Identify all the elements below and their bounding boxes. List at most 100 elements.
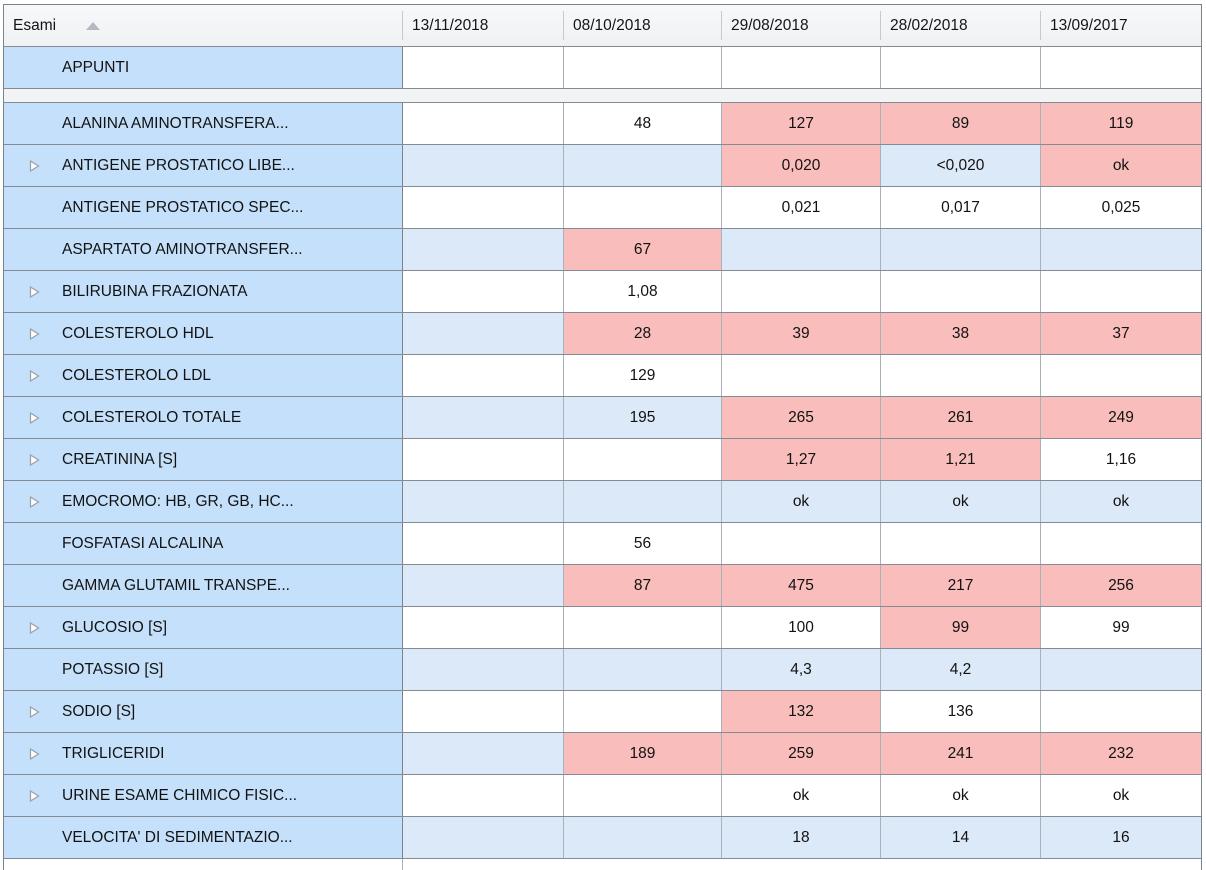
result-cell-abnormal[interactable]: 475 <box>722 565 881 606</box>
exam-name-cell[interactable]: TRIGLICERIDI <box>4 733 403 774</box>
expander-icon[interactable] <box>29 327 40 340</box>
result-cell[interactable] <box>403 145 564 186</box>
result-cell[interactable]: ok <box>881 775 1041 816</box>
result-cell[interactable]: <0,020 <box>881 145 1041 186</box>
result-cell[interactable] <box>564 691 722 732</box>
result-cell[interactable] <box>722 229 881 270</box>
result-cell[interactable] <box>881 523 1041 564</box>
result-cell[interactable]: 136 <box>881 691 1041 732</box>
result-cell[interactable]: 4,3 <box>722 649 881 690</box>
result-cell[interactable]: ok <box>722 775 881 816</box>
result-cell-abnormal[interactable]: 87 <box>564 565 722 606</box>
result-cell[interactable] <box>403 103 564 144</box>
result-cell[interactable] <box>564 607 722 648</box>
result-cell[interactable] <box>403 607 564 648</box>
result-cell[interactable] <box>564 145 722 186</box>
expander-icon[interactable] <box>29 747 40 760</box>
result-cell[interactable]: 1,16 <box>1041 439 1201 480</box>
date-column-header[interactable]: 08/10/2018 <box>564 5 722 46</box>
result-cell[interactable]: ok <box>722 481 881 522</box>
result-cell[interactable] <box>564 439 722 480</box>
result-cell[interactable] <box>1041 229 1201 270</box>
result-cell[interactable] <box>1041 47 1201 88</box>
expander-icon[interactable] <box>29 705 40 718</box>
result-cell[interactable] <box>403 523 564 564</box>
exam-name-cell[interactable]: COLESTEROLO LDL <box>4 355 403 396</box>
result-cell[interactable]: 1,08 <box>564 271 722 312</box>
result-cell[interactable] <box>403 355 564 396</box>
result-cell-abnormal[interactable]: 261 <box>881 397 1041 438</box>
result-cell[interactable]: 129 <box>564 355 722 396</box>
result-cell[interactable] <box>1041 355 1201 396</box>
result-cell-abnormal[interactable]: 119 <box>1041 103 1201 144</box>
exam-name-cell[interactable]: ALANINA AMINOTRANSFERA... <box>4 103 403 144</box>
exam-name-cell[interactable]: COLESTEROLO HDL <box>4 313 403 354</box>
result-cell[interactable]: ok <box>1041 481 1201 522</box>
result-cell[interactable] <box>403 271 564 312</box>
result-cell[interactable]: 100 <box>722 607 881 648</box>
result-cell[interactable] <box>564 817 722 858</box>
result-cell[interactable] <box>881 355 1041 396</box>
result-cell[interactable] <box>564 187 722 228</box>
result-cell-abnormal[interactable]: 67 <box>564 229 722 270</box>
result-cell[interactable] <box>564 47 722 88</box>
result-cell-abnormal[interactable]: 38 <box>881 313 1041 354</box>
result-cell[interactable] <box>403 481 564 522</box>
result-cell-abnormal[interactable]: 37 <box>1041 313 1201 354</box>
result-cell[interactable] <box>722 271 881 312</box>
result-cell-abnormal[interactable]: 132 <box>722 691 881 732</box>
exam-name-cell[interactable]: CREATININA [S] <box>4 439 403 480</box>
result-cell[interactable]: 4,2 <box>881 649 1041 690</box>
result-cell[interactable] <box>403 733 564 774</box>
result-cell[interactable]: 0,025 <box>1041 187 1201 228</box>
result-cell[interactable]: ok <box>881 481 1041 522</box>
result-cell[interactable]: 0,021 <box>722 187 881 228</box>
exam-name-cell[interactable]: FOSFATASI ALCALINA <box>4 523 403 564</box>
result-cell[interactable] <box>403 691 564 732</box>
expander-icon[interactable] <box>29 369 40 382</box>
result-cell[interactable] <box>564 481 722 522</box>
result-cell[interactable] <box>403 565 564 606</box>
result-cell-abnormal[interactable]: 256 <box>1041 565 1201 606</box>
result-cell-abnormal[interactable]: 28 <box>564 313 722 354</box>
exam-name-cell[interactable]: COLESTEROLO TOTALE <box>4 397 403 438</box>
exam-name-cell[interactable]: URINE ESAME CHIMICO FISIC... <box>4 775 403 816</box>
result-cell[interactable]: 14 <box>881 817 1041 858</box>
result-cell[interactable] <box>881 271 1041 312</box>
result-cell-abnormal[interactable]: 99 <box>881 607 1041 648</box>
result-cell[interactable] <box>403 439 564 480</box>
result-cell-abnormal[interactable]: 232 <box>1041 733 1201 774</box>
expander-icon[interactable] <box>29 285 40 298</box>
result-cell[interactable] <box>1041 523 1201 564</box>
expander-icon[interactable] <box>29 411 40 424</box>
result-cell[interactable] <box>564 649 722 690</box>
exam-name-cell[interactable]: ANTIGENE PROSTATICO LIBE... <box>4 145 403 186</box>
expander-icon[interactable] <box>29 789 40 802</box>
date-column-header[interactable]: 29/08/2018 <box>722 5 881 46</box>
result-cell-abnormal[interactable]: 0,020 <box>722 145 881 186</box>
result-cell[interactable]: ok <box>1041 775 1201 816</box>
result-cell-abnormal[interactable]: 265 <box>722 397 881 438</box>
exam-name-cell[interactable]: GAMMA GLUTAMIL TRANSPE... <box>4 565 403 606</box>
result-cell[interactable] <box>1041 691 1201 732</box>
exam-name-cell[interactable]: VELOCITA' DI SEDIMENTAZIO... <box>4 817 403 858</box>
result-cell[interactable] <box>1041 271 1201 312</box>
exam-name-cell[interactable]: SODIO [S] <box>4 691 403 732</box>
expander-icon[interactable] <box>29 453 40 466</box>
result-cell[interactable] <box>403 775 564 816</box>
result-cell-abnormal[interactable]: 249 <box>1041 397 1201 438</box>
result-cell-abnormal[interactable]: 189 <box>564 733 722 774</box>
result-cell[interactable] <box>881 229 1041 270</box>
result-cell[interactable]: 56 <box>564 523 722 564</box>
result-cell-abnormal[interactable]: ok <box>1041 145 1201 186</box>
result-cell[interactable]: 16 <box>1041 817 1201 858</box>
exam-name-cell[interactable]: POTASSIO [S] <box>4 649 403 690</box>
result-cell-abnormal[interactable]: 89 <box>881 103 1041 144</box>
result-cell[interactable] <box>722 47 881 88</box>
result-cell[interactable]: 195 <box>564 397 722 438</box>
result-cell[interactable] <box>722 523 881 564</box>
result-cell[interactable] <box>564 775 722 816</box>
result-cell[interactable]: 18 <box>722 817 881 858</box>
result-cell[interactable] <box>403 649 564 690</box>
result-cell[interactable]: 48 <box>564 103 722 144</box>
